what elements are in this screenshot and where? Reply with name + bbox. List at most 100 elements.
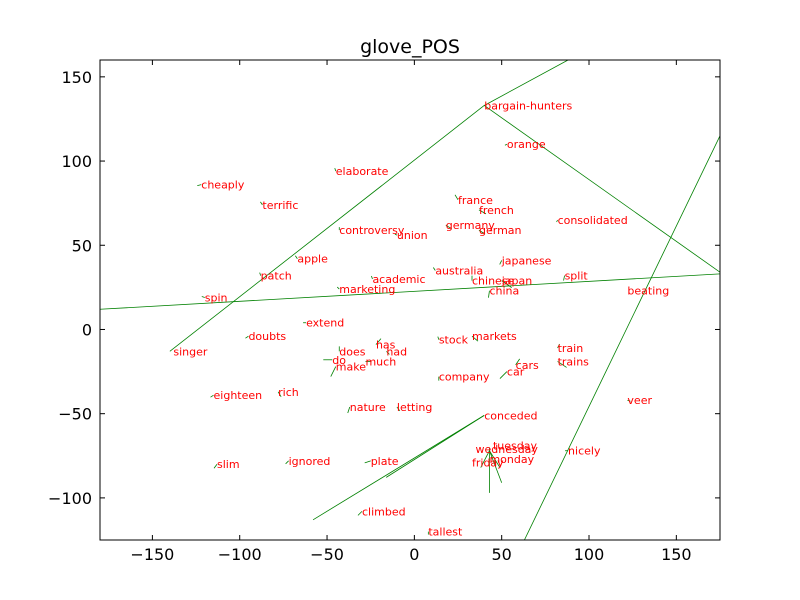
word-label: had	[386, 345, 407, 358]
word-label: letting	[397, 401, 432, 414]
word-label: chinese	[472, 275, 515, 288]
word-label: beating	[627, 285, 669, 298]
word-arrow	[245, 335, 249, 339]
word-label: does	[339, 345, 365, 358]
word-label: cheaply	[201, 179, 245, 192]
word-arrow	[556, 219, 558, 223]
word-label: make	[336, 361, 366, 374]
word-label: tuesday	[493, 440, 538, 453]
word-arrow	[364, 460, 371, 464]
word-arrow	[478, 209, 487, 215]
y-tick-label: 150	[61, 68, 92, 87]
word-arrow	[336, 286, 340, 290]
word-label: rich	[278, 386, 299, 399]
y-tick-label: 0	[82, 320, 92, 339]
word-label: conceded	[484, 409, 537, 422]
x-tick-label: 150	[661, 545, 692, 564]
word-arrow	[394, 233, 398, 236]
x-tick-label: 50	[492, 545, 512, 564]
word-arrow	[386, 351, 390, 355]
word-label: bargain-hunters	[484, 99, 572, 112]
connector-line	[480, 450, 490, 468]
word-arrow	[563, 275, 565, 281]
word-arrow	[210, 394, 214, 398]
word-arrow	[277, 391, 282, 397]
word-label: australia	[435, 265, 483, 278]
word-label: german	[479, 224, 522, 237]
x-tick-label: −100	[218, 545, 262, 564]
word-label: ignored	[289, 455, 331, 468]
word-label: controversy	[339, 224, 405, 237]
connector-line	[489, 450, 503, 483]
word-label: consolidated	[558, 214, 628, 227]
chart-title: glove_POS	[360, 36, 460, 58]
word-arrow	[357, 511, 363, 516]
word-arrow	[499, 260, 503, 265]
word-label: singer	[173, 345, 208, 358]
word-label: china	[489, 285, 519, 298]
word-arrow	[375, 338, 382, 345]
word-arrow	[295, 255, 298, 259]
axis-ticks: −150 −100 −50 0 50 100 150 −100 −50 0 50 100 150	[48, 60, 720, 564]
word-arrow	[197, 184, 202, 187]
word-arrow	[515, 358, 520, 366]
word-arrow	[334, 168, 337, 172]
word-label: veer	[627, 394, 652, 407]
word-label: apple	[297, 253, 328, 266]
word-label: japanese	[501, 254, 552, 267]
y-tick-label: 100	[61, 152, 92, 171]
connector-line	[169, 105, 485, 352]
word-arrow	[557, 343, 560, 349]
word-label: germany	[446, 219, 496, 232]
connector-line	[312, 415, 485, 521]
word-arrow	[501, 280, 512, 288]
word-arrow	[437, 336, 440, 340]
axes-frame	[99, 59, 721, 541]
x-tick-label: −50	[310, 545, 344, 564]
word-label: do	[332, 354, 346, 367]
word-arrow	[557, 361, 567, 368]
y-tick-label: −100	[48, 489, 92, 508]
word-arrow	[330, 366, 337, 377]
word-label: nature	[350, 401, 386, 414]
word-label: patch	[261, 270, 292, 283]
word-label: split	[565, 270, 589, 283]
word-label: spin	[205, 291, 228, 304]
word-label: trains	[558, 355, 590, 368]
word-label: academic	[372, 273, 425, 286]
word-labels: bargain-hunters orange elaborate cheaply fra…	[173, 99, 669, 538]
word-arrow	[396, 406, 401, 412]
word-label: has	[376, 339, 396, 352]
word-label: car	[507, 366, 525, 379]
word-label: nicely	[568, 445, 601, 458]
word-arrow	[213, 463, 218, 469]
word-arrow	[386, 415, 485, 478]
connector-line	[524, 135, 720, 540]
word-label: cars	[516, 359, 539, 372]
word-label: tallest	[428, 526, 463, 539]
connector-line	[100, 273, 720, 310]
y-tick-label: −50	[58, 405, 92, 424]
word-label: orange	[507, 138, 546, 151]
x-tick-label: −150	[130, 545, 174, 564]
word-label: french	[479, 204, 514, 217]
word-label: friday	[472, 457, 504, 470]
word-arrow	[471, 335, 479, 342]
word-label: doubts	[248, 330, 286, 343]
word-arrow	[478, 229, 486, 235]
word-label: france	[458, 194, 493, 207]
connector-line	[484, 60, 569, 106]
word-label: union	[397, 229, 428, 242]
word-label: plate	[371, 455, 399, 468]
word-label: slim	[217, 458, 240, 471]
connector-line	[483, 105, 720, 273]
word-label: extend	[306, 317, 344, 330]
word-arrow	[201, 296, 205, 298]
word-arrows	[197, 143, 631, 535]
x-tick-label: 0	[409, 545, 419, 564]
plot-frame	[99, 59, 721, 541]
word-label: elaborate	[336, 165, 389, 178]
connector-line	[489, 450, 501, 468]
word-label: climbed	[362, 505, 406, 518]
